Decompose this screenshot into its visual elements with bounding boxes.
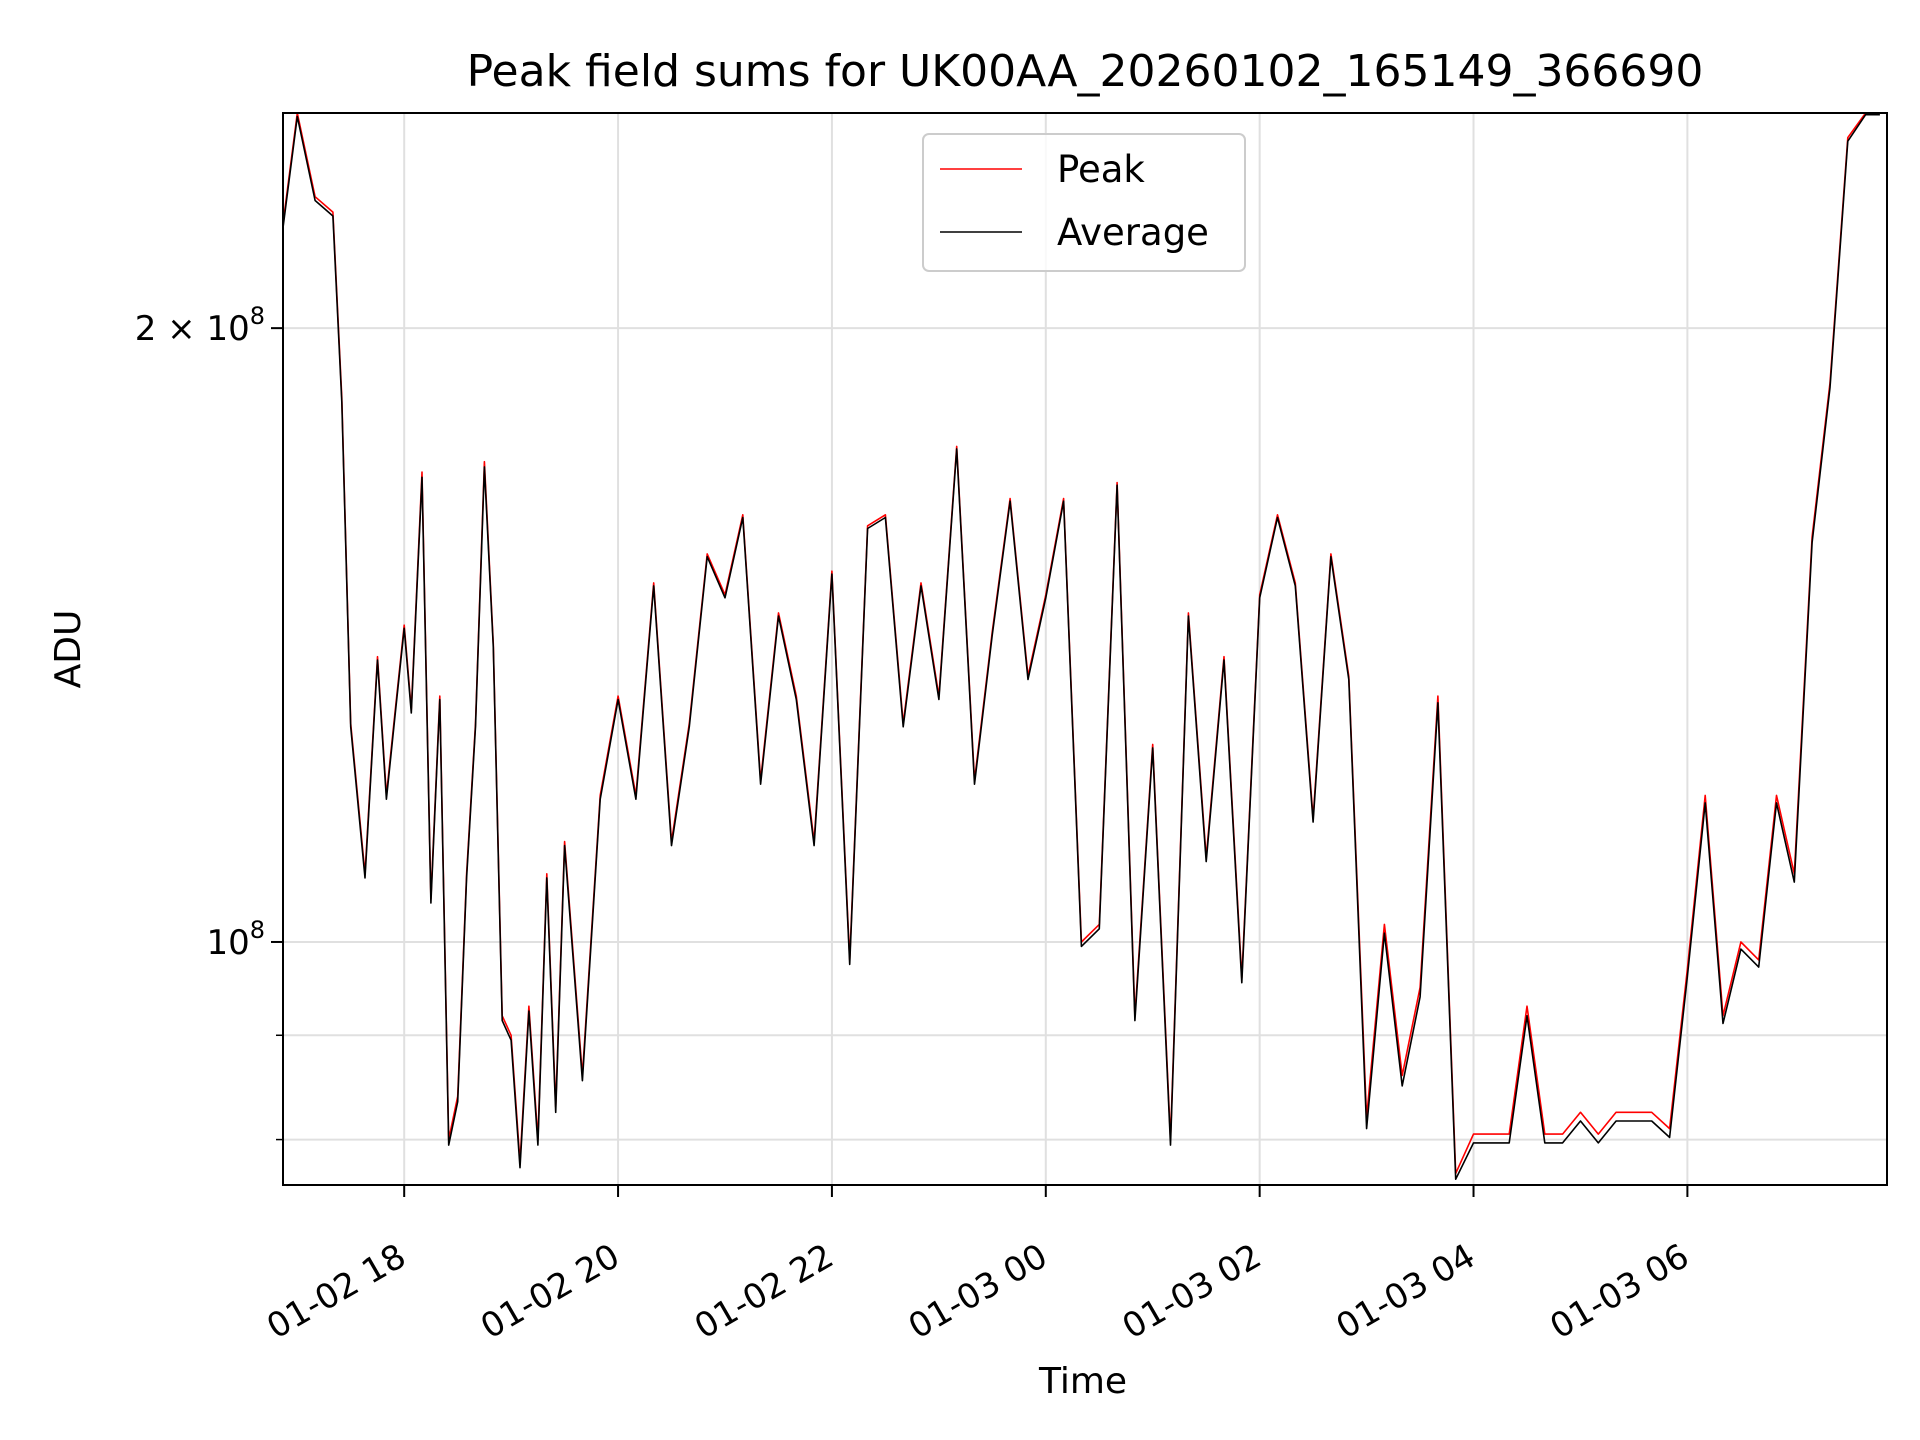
chart-title: Peak field sums for UK00AA_20260102_1651… — [467, 46, 1704, 97]
plot-frame — [282, 112, 1888, 1186]
series-lines — [283, 113, 1880, 1180]
y-tick-label: 108 — [206, 916, 265, 963]
legend: Peak Average — [922, 133, 1246, 272]
y-tick-label: 2 × 108 — [135, 302, 265, 349]
legend-label-average: Average — [1057, 211, 1209, 254]
grid-lines — [283, 113, 1887, 1185]
series-line-average — [283, 113, 1880, 1180]
x-axis-label: Time — [1038, 1361, 1127, 1402]
plot-area — [283, 113, 1880, 1180]
y-axis-label: ADU — [48, 610, 89, 689]
legend-label-peak: Peak — [1057, 148, 1145, 191]
